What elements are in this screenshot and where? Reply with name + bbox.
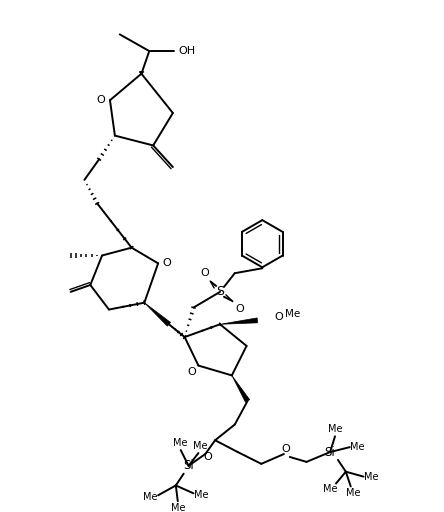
Text: O: O (274, 312, 283, 323)
Text: Me: Me (285, 309, 300, 319)
Text: Me: Me (350, 442, 365, 452)
Text: O: O (200, 268, 209, 278)
Text: Me: Me (174, 438, 188, 448)
Text: S: S (216, 285, 224, 298)
Text: O: O (163, 259, 171, 268)
Text: Me: Me (193, 441, 208, 451)
Text: Me: Me (170, 503, 185, 512)
Polygon shape (232, 375, 250, 402)
Text: O: O (204, 452, 213, 462)
Text: Me: Me (143, 492, 158, 502)
Polygon shape (144, 303, 170, 326)
Text: Me: Me (364, 472, 379, 482)
Text: Me: Me (323, 484, 337, 495)
Text: Si: Si (325, 445, 336, 459)
Text: OH: OH (179, 46, 196, 56)
Text: O: O (97, 95, 106, 105)
Text: Me: Me (346, 488, 361, 498)
Polygon shape (220, 318, 258, 324)
Text: Me: Me (328, 424, 342, 435)
Text: O: O (281, 444, 290, 454)
Text: O: O (235, 304, 244, 313)
Text: Si: Si (183, 459, 194, 472)
Text: O: O (187, 368, 196, 377)
Text: Me: Me (194, 490, 209, 500)
